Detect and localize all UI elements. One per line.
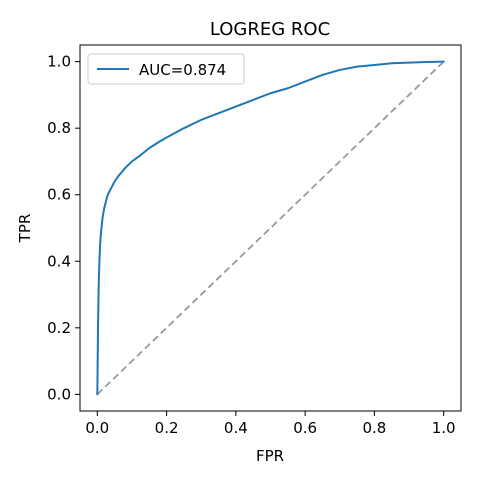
legend-box: [87, 53, 245, 85]
y-axis-ticks: 0.0 0.2 0.4 0.6 0.8 1.0: [47, 53, 80, 403]
x-tick-label: 0.2: [155, 419, 179, 437]
x-axis-ticks: 0.0 0.2 0.4 0.6 0.8 1.0: [85, 411, 456, 437]
legend: AUC=0.874: [87, 53, 245, 85]
diagonal-reference-line: [96, 60, 445, 396]
legend-label: AUC=0.874: [139, 61, 226, 79]
y-tick-label: 0.0: [47, 385, 71, 403]
x-tick-label: 0.8: [362, 419, 386, 437]
y-tick-label: 0.4: [47, 252, 71, 270]
x-tick-label: 0.4: [224, 419, 248, 437]
roc-curve: [96, 60, 445, 396]
y-tick-label: 0.2: [47, 319, 71, 337]
plot-area: 0.0 0.2 0.4 0.6 0.8 1.0 0.0 0.2 0.4 0.6 0.8 1.0 AU…: [47, 44, 462, 437]
y-tick-label: 1.0: [47, 53, 71, 71]
y-axis-label: TPR: [16, 214, 34, 244]
series-layer: [96, 60, 445, 396]
y-tick-label: 0.6: [47, 186, 71, 204]
chart-title: LOGREG ROC: [210, 19, 330, 40]
x-tick-label: 1.0: [432, 419, 456, 437]
x-tick-label: 0.0: [85, 419, 109, 437]
x-axis-label: FPR: [256, 447, 284, 465]
plot-frame: [79, 44, 462, 412]
y-tick-label: 0.8: [47, 119, 71, 137]
x-tick-label: 0.6: [293, 419, 317, 437]
